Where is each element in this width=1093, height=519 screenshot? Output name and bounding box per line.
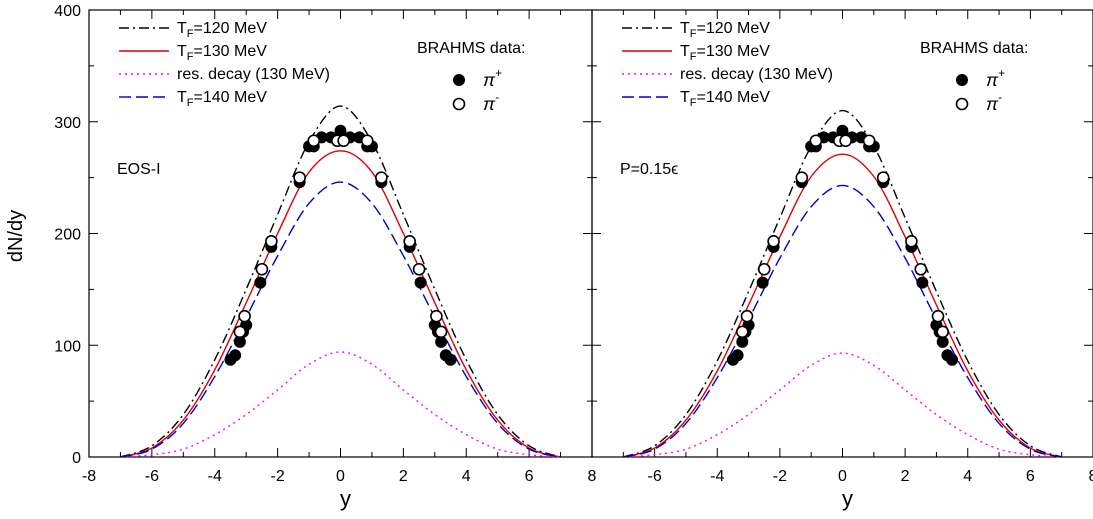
legend-label: TF=120 MeV: [177, 20, 267, 40]
panel-label: P=0.15ϵ: [620, 161, 678, 178]
data-point: [756, 276, 769, 289]
data-legend-label: π+: [986, 66, 1005, 90]
data-legend-marker: [955, 97, 969, 111]
data-legend-label: π+: [483, 66, 502, 90]
legend-label: TF=140 MeV: [177, 89, 267, 109]
x-tick-label: 0: [838, 468, 847, 485]
data-point: [238, 309, 251, 323]
data-point: [375, 171, 388, 184]
x-tick-label: -4: [710, 468, 724, 485]
data-legend-label: π-: [483, 90, 499, 114]
y-tick-label: 400: [54, 3, 81, 20]
x-tick-label: 4: [963, 468, 972, 485]
y-tick-label: 200: [54, 227, 81, 244]
data-point: [862, 134, 876, 148]
x-tick-label: -4: [208, 468, 222, 485]
data-point: [795, 171, 809, 184]
series-line: [120, 351, 561, 458]
data-point: [757, 262, 771, 276]
data-legend-marker: [956, 74, 968, 86]
x-tick-label: -8: [82, 468, 96, 485]
legend-label: TF=120 MeV: [680, 20, 770, 40]
x-tick-label: 8: [1089, 468, 1093, 485]
data-point: [434, 325, 448, 339]
x-tick-label: -6: [648, 468, 662, 485]
data-point: [229, 349, 242, 362]
legend-label: TF=140 MeV: [680, 89, 770, 109]
plot-frame: [88, 9, 593, 458]
x-tick-label: 8: [588, 468, 597, 485]
series-line: [623, 184, 1062, 458]
x-tick-label: -2: [773, 468, 787, 485]
y-axis-title: dN/dy: [5, 210, 27, 262]
data-point: [360, 134, 374, 148]
data-point: [255, 262, 269, 276]
data-legend-label: π-: [986, 90, 1002, 114]
data-point: [931, 309, 945, 323]
chart-panel-right: -6 -4 -2 0 2 4 6 8 y TF=120 MeV TF=130 MeV res. dec…: [591, 9, 1093, 511]
data-point: [905, 235, 918, 248]
panel-label: EOS-I: [117, 161, 161, 178]
legend-label: res. decay (130 MeV): [177, 66, 330, 83]
data-point: [876, 171, 890, 184]
x-axis-title: y: [842, 486, 853, 511]
data-point: [293, 171, 306, 184]
data-point: [916, 276, 929, 289]
series-line: [120, 150, 561, 458]
data-point: [430, 309, 443, 323]
data-point: [233, 325, 247, 339]
data-legend-title: BRAHMS data:: [417, 40, 525, 57]
data-point: [767, 235, 780, 248]
data-point: [254, 276, 267, 289]
x-tick-label: -6: [145, 468, 159, 485]
y-tick-label: 0: [72, 450, 81, 467]
data-point: [414, 276, 427, 289]
data-point: [839, 134, 852, 148]
data-point: [740, 309, 754, 323]
x-tick-label: 6: [525, 468, 534, 485]
data-point: [444, 353, 457, 366]
series-line: [120, 181, 561, 458]
data-point: [731, 349, 744, 362]
data-point: [412, 262, 426, 276]
x-tick-label: 4: [462, 468, 471, 485]
y-tick-label: 100: [54, 338, 81, 355]
x-tick-label: 2: [901, 468, 910, 485]
data-point: [403, 235, 416, 248]
series-line: [120, 105, 561, 458]
data-legend-marker: [452, 97, 466, 111]
x-tick-label: 6: [1026, 468, 1035, 485]
y-tick-label: 300: [54, 115, 81, 132]
data-point: [936, 325, 950, 339]
data-point: [337, 134, 350, 148]
plot-frame: [591, 9, 1093, 458]
data-point: [914, 262, 928, 276]
data-point: [946, 353, 959, 366]
data-legend-marker: [453, 74, 465, 86]
x-tick-label: 2: [399, 468, 408, 485]
series-line: [623, 153, 1062, 458]
x-tick-label: -2: [271, 468, 285, 485]
data-point: [265, 235, 278, 248]
series-line: [623, 109, 1062, 458]
legend-label: TF=130 MeV: [177, 43, 267, 63]
chart-panel-left: -8 -6 -4 -2 0 2 4 6 8 0 100 200 300 400 y TF=120 MeV TF=…: [54, 3, 596, 511]
legend-label: TF=130 MeV: [680, 43, 770, 63]
data-point: [809, 134, 823, 148]
data-legend-title: BRAHMS data:: [920, 40, 1028, 57]
data-point: [307, 134, 321, 148]
series-line: [623, 352, 1062, 458]
x-axis-title: y: [340, 486, 351, 511]
data-point: [735, 325, 749, 339]
x-tick-label: 0: [336, 468, 345, 485]
legend-label: res. decay (130 MeV): [680, 66, 833, 83]
